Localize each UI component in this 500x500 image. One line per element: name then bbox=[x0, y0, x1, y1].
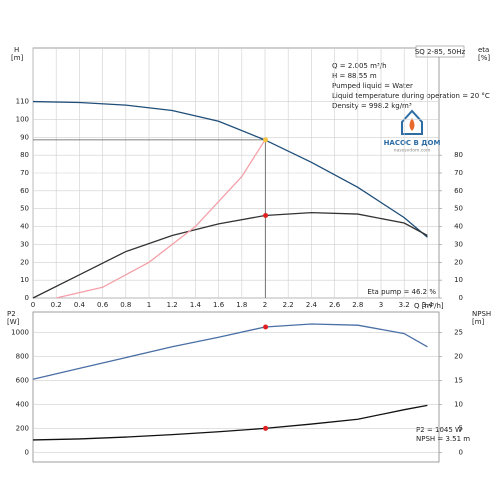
y-tick-label: 70 bbox=[20, 169, 29, 177]
y-tick-label: 20 bbox=[20, 258, 29, 266]
y-tick-label: 60 bbox=[20, 187, 29, 195]
info: Pumped liquid = Water bbox=[332, 82, 413, 90]
y2-unit: [%] bbox=[478, 54, 490, 62]
y2-tick-label: 20 bbox=[454, 352, 463, 360]
curve bbox=[32, 323, 428, 380]
y2-tick-label: 10 bbox=[454, 276, 463, 284]
y-tick-label: 80 bbox=[20, 151, 29, 159]
y-unit: [m] bbox=[11, 54, 24, 62]
y2-tick-label: 70 bbox=[454, 169, 463, 177]
y-tick-label: 200 bbox=[16, 424, 29, 432]
operating-point bbox=[263, 324, 269, 330]
y2-label: eta bbox=[478, 46, 489, 54]
y2-tick-label: 10 bbox=[454, 400, 463, 408]
x-tick-label: 0.2 bbox=[51, 301, 62, 309]
y2-tick-label: 15 bbox=[454, 376, 463, 384]
y2-tick-label: 5 bbox=[459, 424, 463, 432]
model-box bbox=[415, 45, 465, 58]
x-tick-label: 1.6 bbox=[213, 301, 225, 309]
bottom-frame bbox=[32, 311, 440, 463]
x-label: Q [m³/h] bbox=[414, 302, 444, 310]
x-tick-label: 2.2 bbox=[283, 301, 294, 309]
x-tick-label: 3.2 bbox=[399, 301, 410, 309]
x-tick-label: 3.4 bbox=[422, 301, 434, 309]
y-tick-label: 90 bbox=[20, 133, 29, 141]
y-unit: [W] bbox=[7, 318, 20, 326]
y-tick-label: 110 bbox=[16, 98, 29, 106]
info: H = 88.55 m bbox=[332, 72, 377, 80]
y2-tick-label: 50 bbox=[454, 205, 463, 213]
x-tick-label: 0.6 bbox=[97, 301, 109, 309]
y-tick-label: 50 bbox=[20, 205, 29, 213]
operating-point bbox=[263, 213, 269, 218]
x-tick-label: 2 bbox=[263, 301, 267, 309]
info: Density = 998.2 kg/m³ bbox=[332, 102, 412, 110]
x-tick-label: 0.4 bbox=[74, 301, 86, 309]
y-tick-label: 0 bbox=[25, 448, 29, 456]
y2-tick-label: 25 bbox=[454, 328, 463, 336]
operating-point bbox=[263, 425, 269, 431]
logo-text: НАСОС В ДОМ bbox=[384, 139, 441, 147]
y-tick-label: 1000 bbox=[11, 328, 29, 336]
y-label: H bbox=[14, 46, 19, 54]
note: Eta pump = 46.2 % bbox=[367, 288, 436, 296]
curve bbox=[56, 139, 266, 299]
logo-flame bbox=[409, 118, 415, 131]
operating-point bbox=[263, 137, 269, 143]
x-tick-label: 1.2 bbox=[167, 301, 178, 309]
y2-tick-label: 40 bbox=[454, 223, 463, 231]
info: NPSH = 3.51 m bbox=[416, 435, 470, 443]
x-tick-label: 2.4 bbox=[306, 301, 318, 309]
y2-unit: [m] bbox=[472, 318, 485, 326]
info: Liquid temperature during operation = 20… bbox=[332, 92, 490, 100]
y-tick-label: 600 bbox=[16, 376, 29, 384]
y2-tick-label: 0 bbox=[459, 294, 463, 302]
model: SQ 2-85, 50Hz bbox=[415, 48, 466, 56]
y-tick-label: 400 bbox=[16, 400, 29, 408]
info: P2 = 1045 W bbox=[416, 426, 462, 434]
x-tick-label: 1 bbox=[147, 301, 151, 309]
curve bbox=[32, 404, 428, 441]
y2-tick-label: 0 bbox=[459, 448, 463, 456]
y2-tick-label: 60 bbox=[454, 187, 463, 195]
x-tick-label: 2.8 bbox=[352, 301, 363, 309]
curve bbox=[32, 211, 428, 299]
y2-label: NPSH bbox=[472, 310, 491, 318]
y-tick-label: 0 bbox=[25, 294, 29, 302]
x-tick-label: 1.4 bbox=[190, 301, 202, 309]
y2-tick-label: 20 bbox=[454, 258, 463, 266]
y2-tick-label: 30 bbox=[454, 240, 463, 248]
x-tick-label: 0 bbox=[31, 301, 35, 309]
y-tick-label: 800 bbox=[16, 352, 29, 360]
x-tick-label: 2.6 bbox=[329, 301, 341, 309]
x-tick-label: 0.8 bbox=[120, 301, 131, 309]
info: Q = 2.005 m³/h bbox=[332, 62, 387, 70]
curve bbox=[32, 100, 428, 238]
y-tick-label: 40 bbox=[20, 223, 29, 231]
y2-tick-label: 80 bbox=[454, 151, 463, 159]
x-tick-label: 1.8 bbox=[236, 301, 247, 309]
y-tick-label: 100 bbox=[16, 115, 29, 123]
x-tick-label: 3 bbox=[379, 301, 383, 309]
y-tick-label: 10 bbox=[20, 276, 29, 284]
y-tick-label: 30 bbox=[20, 240, 29, 248]
logo-url: nasosvdom.com bbox=[394, 148, 431, 154]
y-label: P2 bbox=[7, 310, 16, 318]
